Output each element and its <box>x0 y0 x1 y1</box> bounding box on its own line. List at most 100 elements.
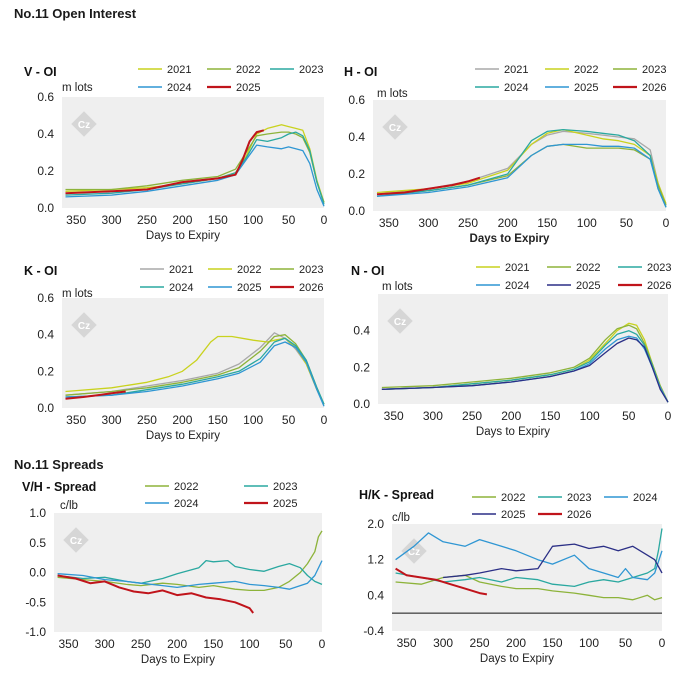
series-line-2025 <box>65 129 265 195</box>
legend-label: 2025 <box>501 509 525 521</box>
x-tick-label: 250 <box>458 216 478 230</box>
chart-title: V - OI <box>24 65 57 79</box>
unit-label: m lots <box>62 82 93 94</box>
y-tick-label: 0.4 <box>37 328 54 342</box>
x-tick-label: 350 <box>66 413 86 427</box>
legend-label: 2024 <box>633 492 657 504</box>
watermark-logo-icon <box>387 308 413 334</box>
x-tick-label: 0 <box>321 413 328 427</box>
legend-label: 2022 <box>236 64 260 76</box>
unit-label: m lots <box>377 88 408 100</box>
y-tick-label: 0.2 <box>37 364 54 378</box>
x-tick-label: 0 <box>319 637 326 651</box>
legend-label: 2021 <box>504 64 528 76</box>
x-tick-label: 350 <box>58 637 78 651</box>
chart-title: N - OI <box>351 264 384 278</box>
y-tick-label: 0.5 <box>29 536 46 550</box>
legend-label: 2024 <box>505 280 529 292</box>
x-tick-label: 100 <box>243 413 263 427</box>
y-tick-label: 0.0 <box>348 204 365 218</box>
series-line-2025 <box>381 337 669 403</box>
legend-label: 2025 <box>237 282 261 294</box>
y-tick-label: 0.6 <box>37 90 54 104</box>
x-tick-label: 200 <box>172 213 192 227</box>
x-tick-label: 300 <box>95 637 115 651</box>
chart-title: K - OI <box>24 264 57 278</box>
legend-label: 2023 <box>299 264 323 276</box>
series-line-2026 <box>395 567 488 596</box>
unit-label: m lots <box>62 288 93 300</box>
unit-label: c/lb <box>60 500 78 512</box>
x-tick-label: 100 <box>240 637 260 651</box>
series-line-2022 <box>65 131 325 203</box>
x-tick-label: 250 <box>470 636 490 650</box>
watermark-logo-text: Cz <box>408 547 420 558</box>
x-axis-label: Days to Expiry <box>470 233 550 245</box>
y-tick-label: -0.5 <box>25 595 46 609</box>
series-line-2024 <box>65 144 325 207</box>
unit-label: m lots <box>382 281 413 293</box>
x-tick-label: 100 <box>580 409 600 423</box>
legend-label: 2022 <box>237 264 261 276</box>
legend-label: 2022 <box>576 262 600 274</box>
legend-label: 2025 <box>576 280 600 292</box>
x-tick-label: 0 <box>659 636 666 650</box>
x-tick-label: 200 <box>501 409 521 423</box>
x-tick-label: 0 <box>663 216 670 230</box>
watermark-logo-text: Cz <box>78 120 90 131</box>
section-title-open-interest: No.11 Open Interest <box>14 6 137 21</box>
legend-label: 2022 <box>574 64 598 76</box>
watermark-logo-text: Cz <box>78 321 90 332</box>
series-line-2024 <box>57 560 323 590</box>
x-tick-label: 50 <box>282 213 296 227</box>
x-tick-label: 150 <box>537 216 557 230</box>
x-tick-label: 350 <box>66 213 86 227</box>
x-axis-label: Days to Expiry <box>146 430 220 442</box>
legend-label: 2021 <box>169 264 193 276</box>
x-tick-label: 50 <box>620 216 634 230</box>
watermark-logo-icon <box>382 114 408 140</box>
x-tick-label: 50 <box>282 413 296 427</box>
y-tick-label: 0.0 <box>29 566 46 580</box>
x-tick-label: 300 <box>102 413 122 427</box>
y-tick-label: 0.2 <box>353 360 370 374</box>
series-line-2024 <box>395 532 663 581</box>
legend-label: 2025 <box>236 82 260 94</box>
x-tick-label: 350 <box>384 409 404 423</box>
y-tick-label: 0.6 <box>37 291 54 305</box>
chart-title: V/H - Spread <box>22 480 96 494</box>
plot-area <box>54 513 322 632</box>
unit-label: c/lb <box>392 512 410 524</box>
x-tick-label: 300 <box>418 216 438 230</box>
chart-v-oi: Cz V - OI m lots 0.0 0.2 0.4 0.6 350 300 250 200 15… <box>24 64 328 242</box>
legend-label: 2022 <box>501 492 525 504</box>
y-tick-label: 0.0 <box>37 401 54 415</box>
y-tick-label: 2.0 <box>367 517 384 531</box>
series-line-2025 <box>57 574 254 614</box>
series-line-2024 <box>65 337 325 405</box>
x-tick-label: 350 <box>379 216 399 230</box>
series-line-2023 <box>381 330 669 403</box>
watermark-logo-icon <box>63 527 89 553</box>
watermark-logo-text: Cz <box>70 536 82 547</box>
x-tick-label: 100 <box>579 636 599 650</box>
x-tick-label: 100 <box>577 216 597 230</box>
y-tick-label: 0.2 <box>37 164 54 178</box>
legend-label: 2026 <box>647 280 671 292</box>
x-tick-label: 0 <box>321 213 328 227</box>
y-tick-label: 0.6 <box>348 93 365 107</box>
y-tick-label: -1.0 <box>25 625 46 639</box>
chart-title: H - OI <box>344 65 377 79</box>
legend-label: 2023 <box>299 64 323 76</box>
y-tick-label: 0.0 <box>353 397 370 411</box>
x-tick-label: 250 <box>137 413 157 427</box>
watermark-logo-text: Cz <box>389 123 401 134</box>
x-tick-label: 100 <box>243 213 263 227</box>
y-tick-label: 1.2 <box>367 553 384 567</box>
watermark-logo-icon <box>71 312 97 338</box>
chart-title: H/K - Spread <box>359 488 434 502</box>
x-tick-label: 150 <box>540 409 560 423</box>
chart-h-oi: Cz H - OIm lots 0.0 0.2 0.4 0.6 350 300 250 200 15… <box>344 64 670 245</box>
x-tick-label: 350 <box>397 636 417 650</box>
